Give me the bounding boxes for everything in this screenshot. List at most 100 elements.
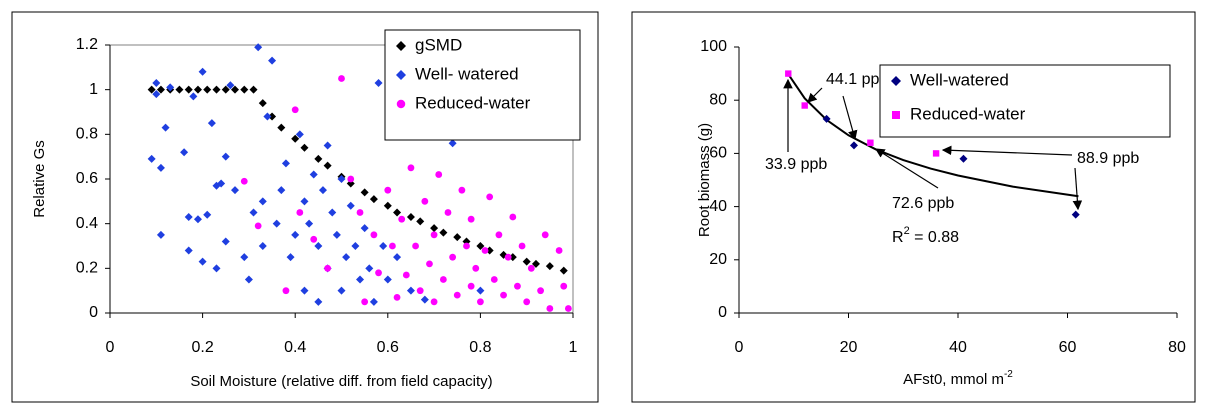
point (495, 231, 503, 239)
point (254, 222, 262, 230)
point (296, 209, 304, 216)
point (463, 242, 470, 250)
point (416, 217, 425, 226)
point (184, 85, 193, 94)
point (476, 242, 485, 250)
point (398, 215, 406, 223)
point (467, 215, 475, 223)
point (258, 242, 267, 250)
point (369, 195, 378, 204)
x-tick-label: 1 (569, 339, 578, 356)
x-tick-label: 80 (1168, 339, 1186, 356)
point (152, 78, 161, 87)
point (472, 264, 480, 272)
point (477, 298, 484, 306)
annotation: 33.9 ppb (765, 156, 827, 173)
legend-marker (892, 111, 900, 119)
point (346, 201, 355, 210)
legend-label: Well-watered (910, 70, 1009, 89)
point (406, 212, 415, 221)
point (244, 275, 253, 284)
point (314, 297, 323, 306)
arrow (807, 87, 823, 103)
point (537, 287, 544, 295)
legend-label: gSMD (415, 35, 462, 54)
x-tick-label: 0 (735, 339, 744, 356)
point (198, 67, 207, 76)
point (416, 287, 424, 295)
point (337, 286, 346, 295)
arrow (842, 95, 858, 141)
point (332, 230, 341, 239)
point (430, 224, 439, 233)
point (959, 154, 968, 163)
point (822, 114, 831, 123)
r-squared-suffix: = 0.88 (910, 229, 959, 246)
point (785, 70, 792, 77)
legend-marker (396, 70, 406, 80)
point (203, 85, 212, 94)
point (439, 276, 447, 283)
x-tick-label: 20 (840, 339, 858, 356)
point (184, 212, 193, 221)
y-tick-label: 0.4 (76, 215, 98, 232)
point (221, 152, 230, 161)
point (300, 143, 309, 152)
y-tick-label: 0 (718, 304, 727, 321)
point (932, 150, 940, 157)
point (240, 85, 249, 94)
point (564, 305, 572, 312)
point (389, 242, 396, 250)
point (300, 286, 309, 295)
point (300, 197, 309, 206)
point (231, 186, 240, 195)
point (393, 253, 402, 262)
point (361, 298, 369, 306)
point (277, 123, 286, 132)
y-tick-label: 0.8 (76, 126, 98, 143)
point (338, 75, 345, 82)
point (203, 210, 212, 219)
point (180, 148, 189, 157)
point (402, 271, 410, 279)
point (531, 259, 540, 268)
point (258, 197, 267, 206)
point (314, 154, 323, 163)
point (393, 293, 401, 301)
point (383, 275, 392, 284)
point (221, 237, 230, 246)
legend-marker (396, 99, 406, 109)
legend-box (384, 29, 581, 141)
point (467, 282, 475, 290)
point (504, 253, 512, 261)
y-tick-label: 0.6 (76, 170, 98, 187)
point (370, 231, 378, 239)
point (291, 230, 300, 239)
point (198, 257, 207, 266)
point (193, 85, 202, 94)
point (156, 163, 165, 172)
point (439, 228, 448, 237)
y-tick-label: 100 (700, 38, 727, 55)
y-tick-label: 60 (709, 145, 727, 162)
point (360, 188, 369, 197)
point (240, 177, 248, 185)
point (500, 291, 507, 299)
point (444, 209, 452, 216)
point (221, 85, 230, 94)
y-axis-label: Relative Gs (31, 140, 48, 218)
point (212, 85, 221, 94)
point (412, 242, 419, 250)
point (324, 264, 332, 272)
point (175, 85, 184, 94)
point (268, 112, 277, 121)
arrow (941, 145, 1073, 156)
point (184, 246, 193, 255)
annotation-arrows (783, 78, 1083, 211)
x-axis-label-text: AFst0, mmol m (903, 371, 1004, 388)
point (560, 282, 568, 290)
point (277, 186, 286, 195)
point (286, 253, 295, 262)
point (453, 291, 461, 299)
arrow (874, 148, 939, 189)
